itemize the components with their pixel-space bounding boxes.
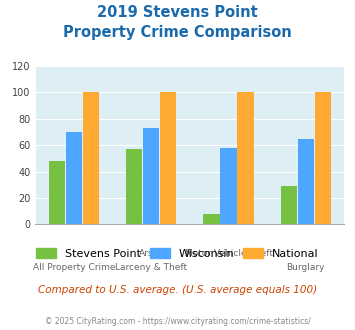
Bar <box>315 92 331 224</box>
Bar <box>160 92 176 224</box>
Text: Compared to U.S. average. (U.S. average equals 100): Compared to U.S. average. (U.S. average … <box>38 285 317 295</box>
Text: Arson: Arson <box>138 249 164 258</box>
Text: Burglary: Burglary <box>286 263 325 272</box>
Text: Motor Vehicle Theft: Motor Vehicle Theft <box>185 249 273 258</box>
Text: Property Crime Comparison: Property Crime Comparison <box>63 25 292 40</box>
Text: Larceny & Theft: Larceny & Theft <box>115 263 187 272</box>
Bar <box>237 92 253 224</box>
Text: All Property Crime: All Property Crime <box>33 263 115 272</box>
Bar <box>126 149 142 224</box>
Bar <box>203 214 220 224</box>
Bar <box>143 128 159 224</box>
Text: © 2025 CityRating.com - https://www.cityrating.com/crime-statistics/: © 2025 CityRating.com - https://www.city… <box>45 317 310 326</box>
Bar <box>66 132 82 224</box>
Text: 2019 Stevens Point: 2019 Stevens Point <box>97 5 258 20</box>
Legend: Stevens Point, Wisconsin, National: Stevens Point, Wisconsin, National <box>36 248 319 259</box>
Bar <box>83 92 99 224</box>
Bar <box>297 139 314 224</box>
Bar <box>281 186 297 224</box>
Bar <box>49 161 65 224</box>
Bar <box>220 148 237 224</box>
